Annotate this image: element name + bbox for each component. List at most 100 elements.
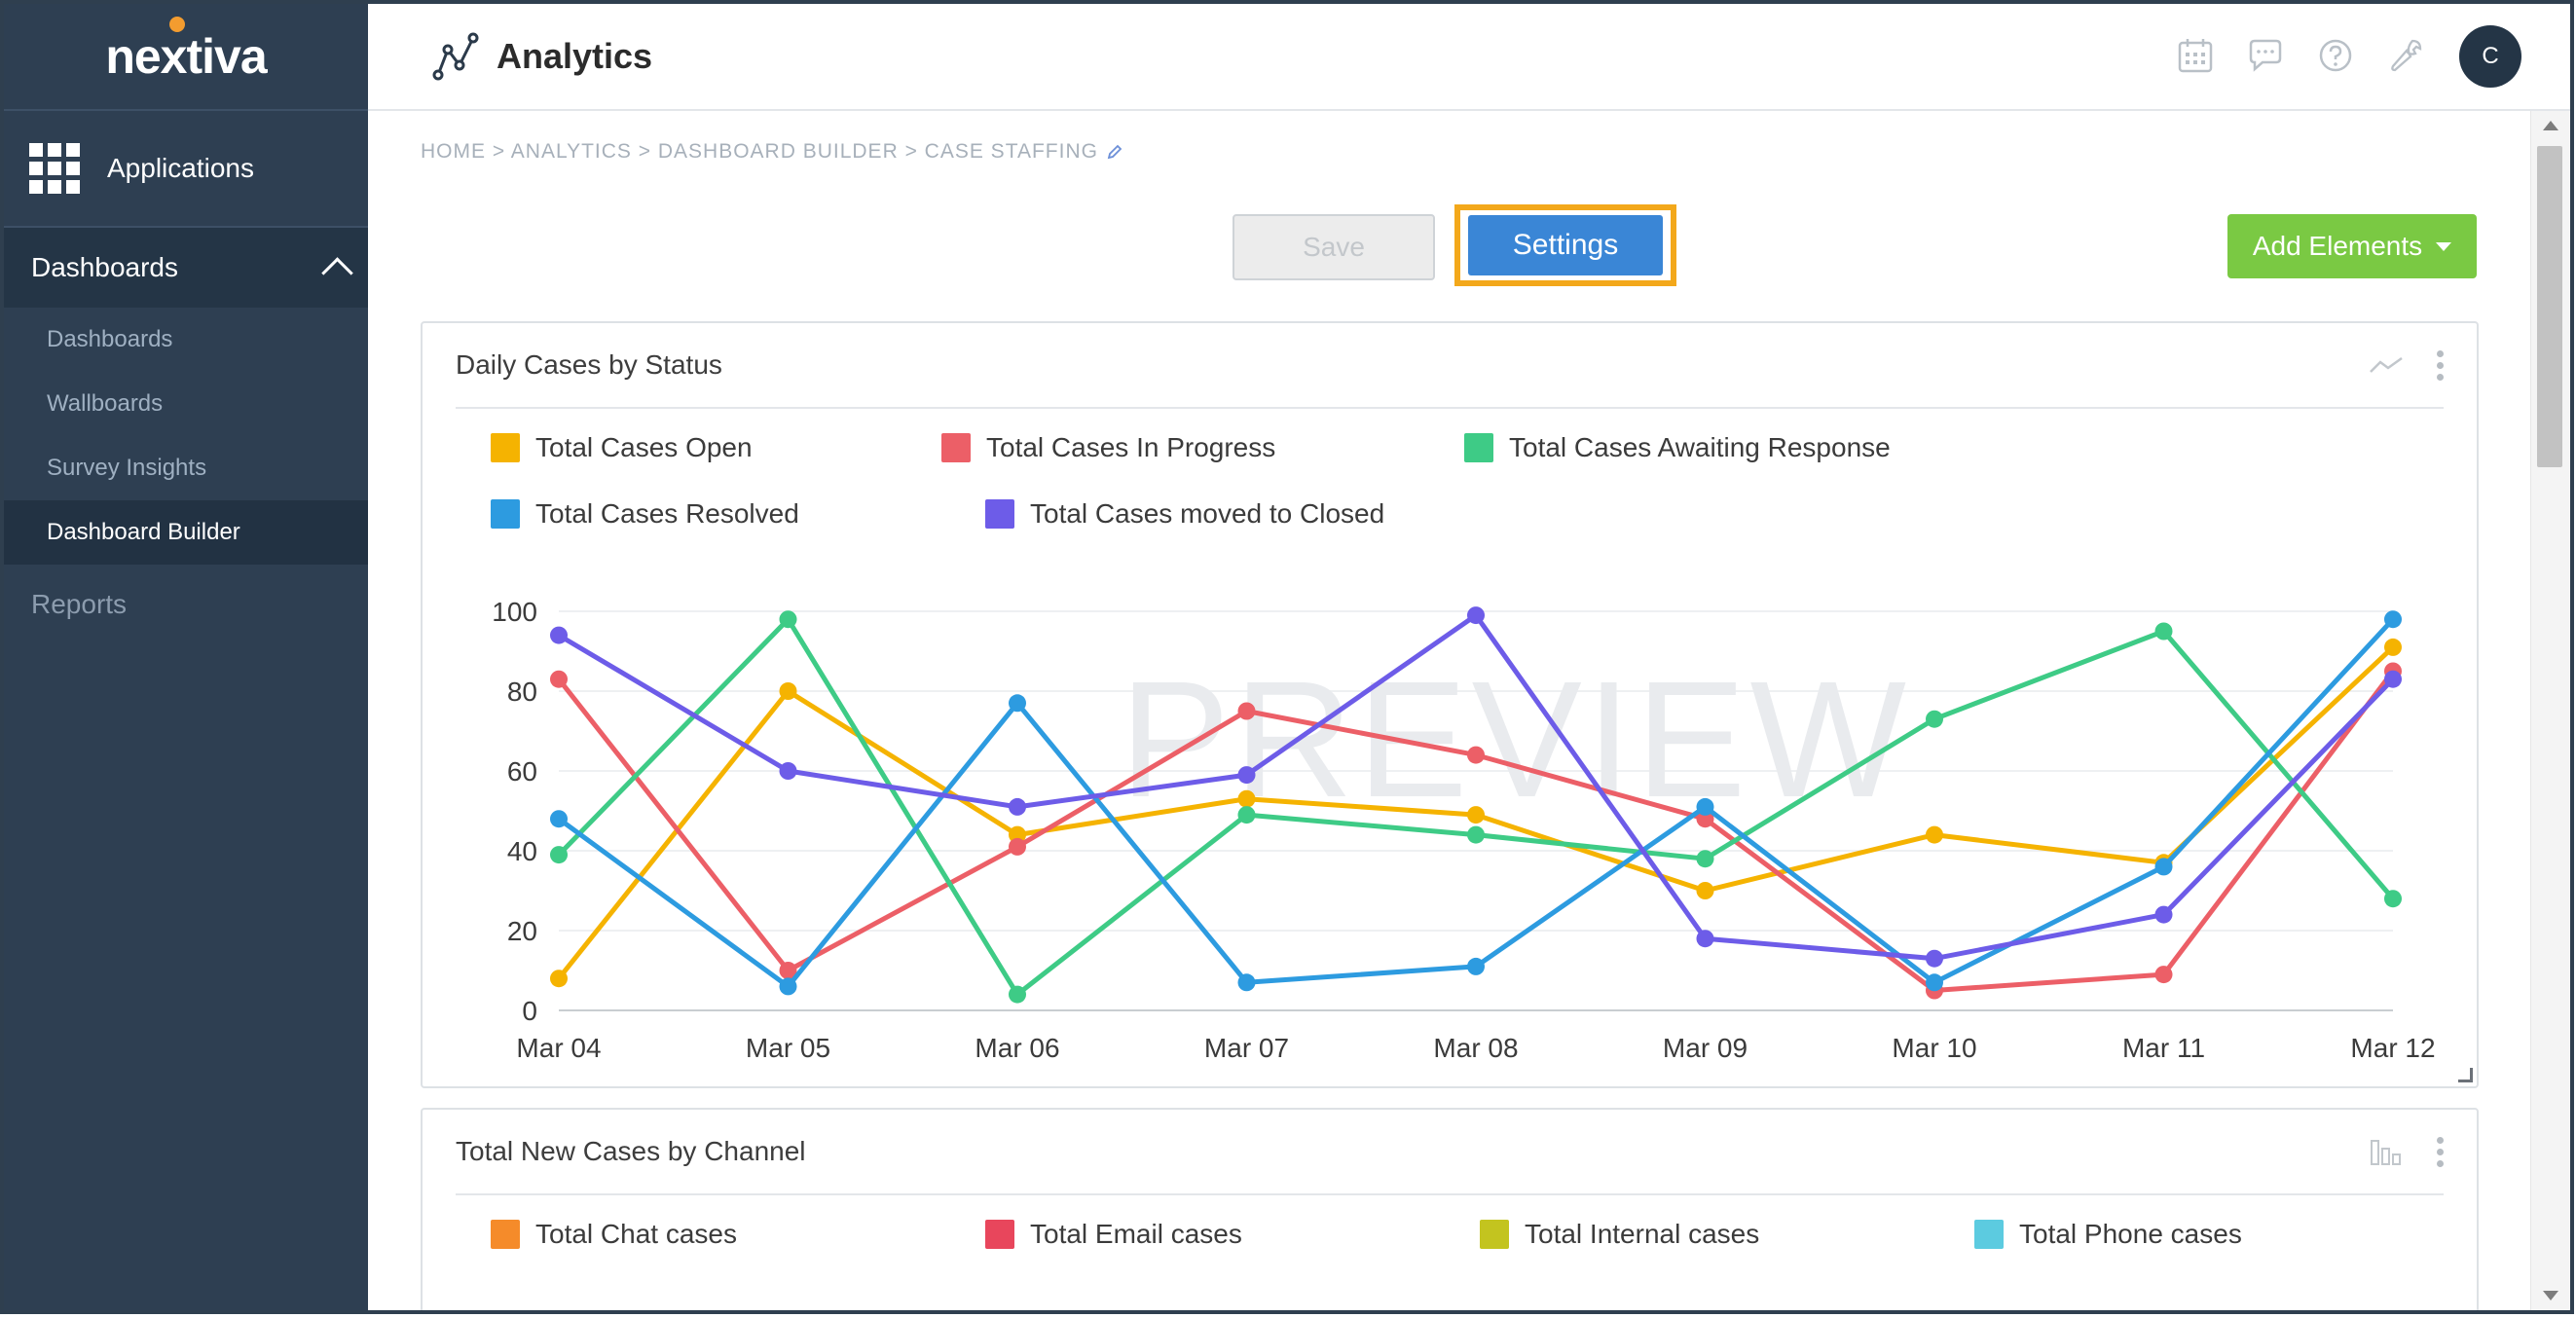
data-point[interactable] (550, 810, 568, 828)
data-point[interactable] (1696, 850, 1714, 868)
data-point[interactable] (1926, 973, 1943, 992)
data-point[interactable] (550, 846, 568, 864)
vertical-scrollbar[interactable] (2530, 111, 2570, 1310)
data-point[interactable] (779, 610, 797, 629)
settings-button[interactable]: Settings (1468, 215, 1663, 275)
kebab-menu-icon[interactable] (2437, 349, 2444, 381)
legend-label: Total Cases Resolved (535, 498, 799, 529)
help-icon[interactable] (2317, 37, 2354, 74)
data-point[interactable] (1237, 702, 1256, 720)
data-point[interactable] (2384, 638, 2402, 656)
bar-chart-icon[interactable] (2369, 1137, 2404, 1166)
data-point[interactable] (779, 682, 797, 700)
data-point[interactable] (2154, 622, 2173, 641)
panel-tools (2369, 1136, 2444, 1167)
data-point[interactable] (2384, 670, 2402, 688)
settings-highlight: Settings (1454, 204, 1676, 286)
line-chart-icon[interactable] (2369, 354, 2404, 376)
data-point[interactable] (1926, 710, 1943, 728)
sidebar-item-dashboard-builder[interactable]: Dashboard Builder (4, 500, 368, 565)
kebab-menu-icon[interactable] (2437, 1136, 2444, 1167)
data-point[interactable] (550, 626, 568, 644)
data-point[interactable] (1467, 825, 1485, 844)
legend-label: Total Email cases (1030, 1219, 1242, 1249)
data-point[interactable] (779, 962, 797, 979)
data-point[interactable] (1926, 825, 1943, 844)
legend-item[interactable]: Total Cases Awaiting Response (1464, 432, 1891, 463)
legend-item[interactable]: Total Cases In Progress (941, 432, 1275, 463)
data-point[interactable] (1696, 810, 1714, 828)
panel-header: Daily Cases by Status (456, 323, 2444, 409)
data-point[interactable] (1237, 806, 1256, 824)
scroll-up-arrow-icon[interactable] (2543, 121, 2558, 130)
panel-tools (2369, 349, 2444, 381)
chevron-up-icon[interactable] (321, 256, 353, 289)
applications-menu[interactable]: Applications (4, 111, 368, 228)
resize-handle[interactable] (2458, 1068, 2473, 1082)
data-point[interactable] (2154, 905, 2173, 924)
data-point[interactable] (1237, 789, 1256, 808)
legend-item[interactable]: Total Cases Resolved (491, 498, 799, 530)
data-point[interactable] (1926, 949, 1943, 968)
sidebar-section-label: Dashboards (31, 252, 178, 282)
sidebar-item-dashboards[interactable]: Dashboards (4, 308, 368, 372)
legend-item[interactable]: Total Phone cases (1974, 1219, 2242, 1250)
data-point[interactable] (2384, 890, 2402, 908)
data-point[interactable] (1237, 973, 1256, 992)
add-elements-button[interactable]: Add Elements (2227, 214, 2477, 278)
data-point[interactable] (550, 970, 568, 988)
x-tick-label: Mar 04 (516, 1033, 601, 1063)
data-point[interactable] (1009, 825, 1026, 844)
save-label: Save (1303, 232, 1365, 262)
legend-swatch (1974, 1220, 2004, 1249)
data-point[interactable] (1696, 930, 1714, 948)
sidebar-item-survey-insights[interactable]: Survey Insights (4, 436, 368, 500)
data-point[interactable] (2154, 966, 2173, 984)
legend-label: Total Cases In Progress (986, 432, 1276, 462)
data-point[interactable] (1467, 746, 1485, 764)
legend-label: Total Phone cases (2019, 1219, 2242, 1249)
data-point[interactable] (2154, 858, 2173, 876)
data-point[interactable] (1696, 882, 1714, 899)
legend-item[interactable]: Total Cases Open (491, 432, 753, 463)
data-point[interactable] (1009, 797, 1026, 816)
data-point[interactable] (1009, 694, 1026, 713)
legend-swatch (941, 433, 971, 462)
save-button[interactable]: Save (1233, 214, 1435, 280)
data-point[interactable] (1009, 985, 1026, 1004)
data-point[interactable] (1467, 606, 1485, 625)
data-point[interactable] (1467, 806, 1485, 824)
legend-item[interactable]: Total Email cases (985, 1219, 1242, 1250)
chart-legend: Total Chat cases Total Email cases Total I… (491, 1219, 2243, 1310)
x-tick-label: Mar 09 (1663, 1033, 1748, 1063)
legend-item[interactable]: Total Internal cases (1480, 1219, 1759, 1250)
legend-item[interactable]: Total Chat cases (491, 1219, 737, 1250)
scroll-down-arrow-icon[interactable] (2543, 1291, 2558, 1300)
panel-title: Total New Cases by Channel (456, 1136, 806, 1166)
pencil-edit-icon[interactable] (1106, 143, 1123, 161)
data-point[interactable] (550, 670, 568, 688)
legend-swatch (491, 499, 520, 529)
nextiva-logo[interactable]: nextiva (105, 17, 268, 85)
data-point[interactable] (1009, 837, 1026, 856)
calendar-icon[interactable] (2177, 37, 2214, 74)
sidebar-item-reports[interactable]: Reports (4, 565, 368, 644)
user-avatar[interactable]: C (2459, 25, 2521, 88)
data-point[interactable] (779, 762, 797, 780)
data-point[interactable] (1696, 797, 1714, 816)
x-tick-label: Mar 06 (975, 1033, 1059, 1063)
breadcrumb-text[interactable]: HOME > ANALYTICS > DASHBOARD BUILDER > C… (421, 140, 1098, 163)
sidebar-item-wallboards[interactable]: Wallboards (4, 372, 368, 436)
main-content: HOME > ANALYTICS > DASHBOARD BUILDER > C… (368, 111, 2527, 1310)
page-title: Analytics (497, 36, 653, 76)
legend-item[interactable]: Total Cases moved to Closed (985, 498, 1384, 530)
legend-swatch (491, 1220, 520, 1249)
chat-icon[interactable] (2247, 37, 2284, 74)
data-point[interactable] (1237, 766, 1256, 785)
wrench-icon[interactable] (2387, 37, 2424, 74)
sidebar-section-dashboards[interactable]: Dashboards (4, 228, 368, 308)
data-point[interactable] (779, 977, 797, 996)
data-point[interactable] (2384, 610, 2402, 629)
data-point[interactable] (1467, 957, 1485, 975)
scroll-thumb[interactable] (2537, 146, 2562, 467)
